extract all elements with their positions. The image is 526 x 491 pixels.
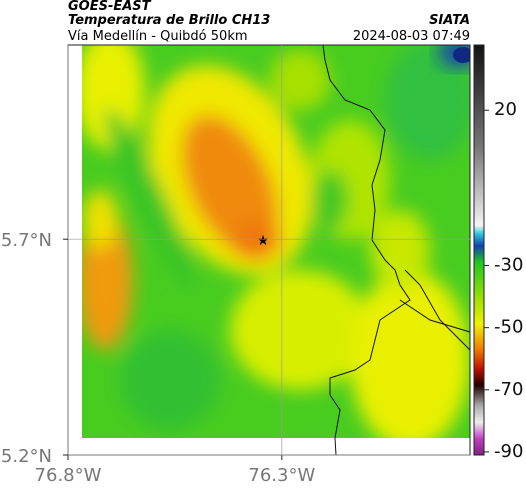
- colorbar-label: -30: [494, 255, 523, 276]
- y-tick-label: 5.2°N: [1, 446, 52, 467]
- source: SIATA: [429, 13, 470, 28]
- x-tick-label: 76.8°W: [35, 465, 102, 486]
- x-tick-label: 76.3°W: [248, 465, 315, 486]
- y-tick-label: 5.7°N: [1, 230, 52, 251]
- datetime: 2024-08-03 07:49: [353, 29, 470, 44]
- colorbar: [473, 44, 485, 456]
- colorbar-label: -70: [494, 379, 523, 400]
- colorbar-label: -50: [494, 317, 523, 338]
- borders: [322, 44, 471, 456]
- marker: ★: [257, 233, 270, 249]
- colorbar-label: 20: [494, 99, 517, 120]
- region: Vía Medellín - Quibdó 50km: [68, 29, 248, 44]
- satellite: GOES-EAST: [68, 0, 152, 14]
- temperature-field: [82, 45, 470, 438]
- product: Temperatura de Brillo CH13: [68, 13, 270, 28]
- colorbar-label: -90: [494, 441, 523, 462]
